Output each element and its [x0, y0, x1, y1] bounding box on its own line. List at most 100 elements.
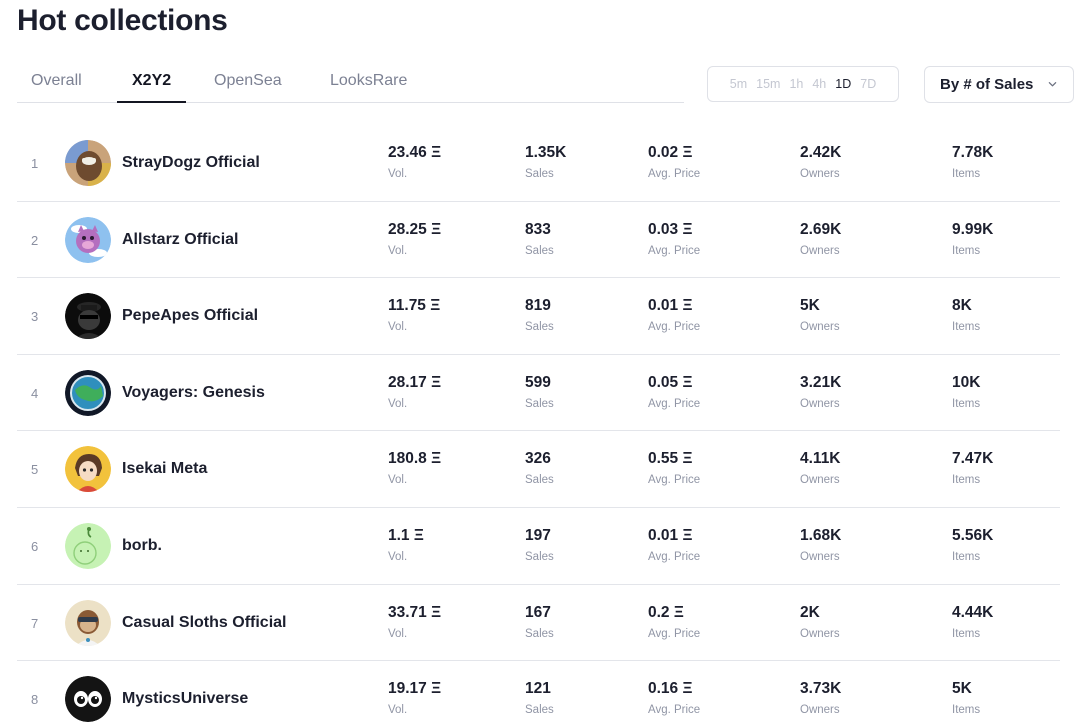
stat-sales: 819 Sales	[525, 297, 554, 333]
stat-sales-value: 599	[525, 373, 551, 391]
tab-overall[interactable]: Overall	[31, 72, 82, 89]
time-15m[interactable]: 15m	[756, 77, 781, 91]
time-7d[interactable]: 7D	[860, 77, 877, 91]
stat-avg-value: 0.03 Ξ	[648, 220, 693, 238]
collection-name[interactable]: Voyagers: Genesis	[122, 383, 265, 401]
stat-sales-label: Sales	[525, 474, 554, 487]
stat-sales-value: 121	[525, 680, 551, 698]
collection-name[interactable]: Casual Sloths Official	[122, 613, 287, 631]
stat-avg-label: Avg. Price	[648, 168, 701, 180]
stat-owners-label: Owners	[800, 550, 840, 563]
stat-owners: 2.42K Owners	[800, 144, 841, 180]
collection-name[interactable]: PepeApes Official	[122, 307, 259, 325]
collection-name[interactable]: StrayDogz Official	[122, 154, 260, 171]
stat-items-value: 7.78K	[952, 144, 994, 161]
time-1h[interactable]: 1h	[789, 77, 804, 91]
straydogz-avatar[interactable]	[65, 140, 111, 186]
stat-owners-value: 5K	[800, 297, 820, 315]
stat-sales: 833 Sales	[525, 221, 554, 257]
page-title: Hot collections	[17, 4, 228, 37]
stat-vol-value: 28.17 Ξ	[388, 373, 442, 391]
mystics-avatar[interactable]	[65, 676, 111, 723]
stat-items: 5.56K Items	[952, 527, 993, 563]
stat-vol: 19.17 Ξ Vol.	[388, 680, 441, 716]
stat-sales-value: 819	[525, 297, 551, 315]
collection-row[interactable]: 6 borb. 1.1 Ξ Vol. 197 Sales 0.01 Ξ Avg. …	[17, 508, 1060, 585]
stat-items-value: 10K	[952, 373, 981, 391]
stat-avg: 0.16 Ξ Avg. Price	[648, 680, 700, 716]
allstarz-avatar[interactable]	[65, 216, 111, 263]
stat-sales-value: 833	[525, 220, 551, 238]
stat-items: 10K Items	[952, 374, 980, 410]
isekai-avatar[interactable]	[65, 446, 111, 493]
voyagers-avatar[interactable]	[65, 369, 111, 416]
stat-items: 7.47K Items	[952, 450, 993, 486]
stat-vol: 1.1 Ξ Vol.	[388, 527, 424, 563]
collection-row[interactable]: 1 StrayDogz Official 23.46 Ξ Vol. 1.35K S…	[17, 125, 1060, 202]
collection-name[interactable]: Allstarz Official	[122, 230, 239, 248]
stat-avg: 0.01 Ξ Avg. Price	[648, 297, 700, 333]
stat-owners: 3.73K Owners	[800, 680, 841, 716]
stat-owners-value: 2.42K	[800, 144, 842, 161]
stat-items: 7.78K Items	[952, 144, 993, 180]
stat-owners-label: Owners	[800, 627, 840, 640]
tab-looksrare[interactable]: LooksRare	[330, 72, 408, 89]
stat-items-label: Items	[952, 168, 981, 180]
stat-vol-value: 19.17 Ξ	[388, 680, 442, 698]
collection-row[interactable]: 4 Voyagers: Genesis 28.17 Ξ Vol. 599 Sale…	[17, 355, 1060, 432]
stat-vol-value: 23.46 Ξ	[388, 144, 442, 161]
stat-items-label: Items	[952, 321, 981, 334]
stat-avg-value: 0.02 Ξ	[648, 144, 693, 161]
collection-name[interactable]: borb.	[122, 536, 162, 554]
tab-x2y2[interactable]: X2Y2	[116, 72, 187, 103]
collection-rank: 3	[31, 309, 39, 325]
collection-name[interactable]: Isekai Meta	[122, 460, 208, 478]
stat-sales: 326 Sales	[525, 450, 554, 486]
stat-items-label: Items	[952, 474, 981, 487]
stat-items-label: Items	[952, 550, 981, 563]
sort-dropdown[interactable]: By # of Sales	[924, 66, 1074, 103]
stat-avg: 0.2 Ξ Avg. Price	[648, 604, 700, 640]
stat-vol-label: Vol.	[388, 474, 408, 487]
stat-sales-label: Sales	[525, 244, 554, 257]
stat-avg: 0.03 Ξ Avg. Price	[648, 221, 700, 257]
stat-avg-value: 0.2 Ξ	[648, 603, 684, 621]
collection-rank: 5	[31, 462, 39, 478]
stat-avg-label: Avg. Price	[648, 550, 701, 563]
collection-row[interactable]: 5 Isekai Meta 180.8 Ξ Vol. 326 Sales 0.55…	[17, 431, 1060, 508]
stat-owners: 2K Owners	[800, 604, 840, 640]
collection-row[interactable]: 3 PepeApes Official 11.75 Ξ Vol. 819 Sale…	[17, 278, 1060, 355]
stat-avg-label: Avg. Price	[648, 321, 701, 334]
sort-selected-label: By # of Sales	[940, 76, 1034, 93]
stat-avg-label: Avg. Price	[648, 704, 701, 717]
collection-rank: 2	[31, 232, 39, 248]
time-5m[interactable]: 5m	[729, 77, 748, 91]
collection-name[interactable]: MysticsUniverse	[122, 690, 249, 708]
stat-avg: 0.02 Ξ Avg. Price	[648, 144, 700, 180]
time-1d[interactable]: 1D	[835, 77, 852, 91]
pepeapes-avatar[interactable]	[65, 293, 111, 340]
stat-owners-value: 4.11K	[800, 450, 841, 468]
stat-items: 4.44K Items	[952, 604, 993, 640]
stat-avg-label: Avg. Price	[648, 627, 701, 640]
tab-opensea[interactable]: OpenSea	[214, 72, 282, 89]
sloths-avatar[interactable]	[65, 599, 111, 646]
borb-avatar[interactable]	[65, 522, 111, 569]
collection-row[interactable]: 7 Casual Sloths Official 33.71 Ξ Vol. 167…	[17, 585, 1060, 662]
stat-vol: 33.71 Ξ Vol.	[388, 604, 441, 640]
collection-row[interactable]: 8 MysticsUniverse 19.17 Ξ Vol. 121 Sales …	[17, 661, 1060, 728]
stat-avg-value: 0.01 Ξ	[648, 297, 693, 315]
time-4h[interactable]: 4h	[812, 77, 827, 91]
collection-row[interactable]: 2 Allstarz Official 28.25 Ξ Vol. 833 Sale…	[17, 202, 1060, 279]
stat-avg: 0.01 Ξ Avg. Price	[648, 527, 700, 563]
stat-sales-label: Sales	[525, 550, 554, 563]
stat-sales-value: 1.35K	[525, 144, 567, 161]
stat-sales: 197 Sales	[525, 527, 554, 563]
stat-sales: 167 Sales	[525, 604, 554, 640]
stat-owners-value: 2K	[800, 603, 820, 621]
collection-rank: 8	[31, 692, 39, 708]
stat-vol-value: 11.75 Ξ	[388, 297, 441, 315]
stat-vol: 28.25 Ξ Vol.	[388, 221, 441, 257]
stat-sales-value: 197	[525, 526, 551, 544]
time-range-filter: 5m 15m 1h 4h 1D 7D	[707, 66, 899, 102]
